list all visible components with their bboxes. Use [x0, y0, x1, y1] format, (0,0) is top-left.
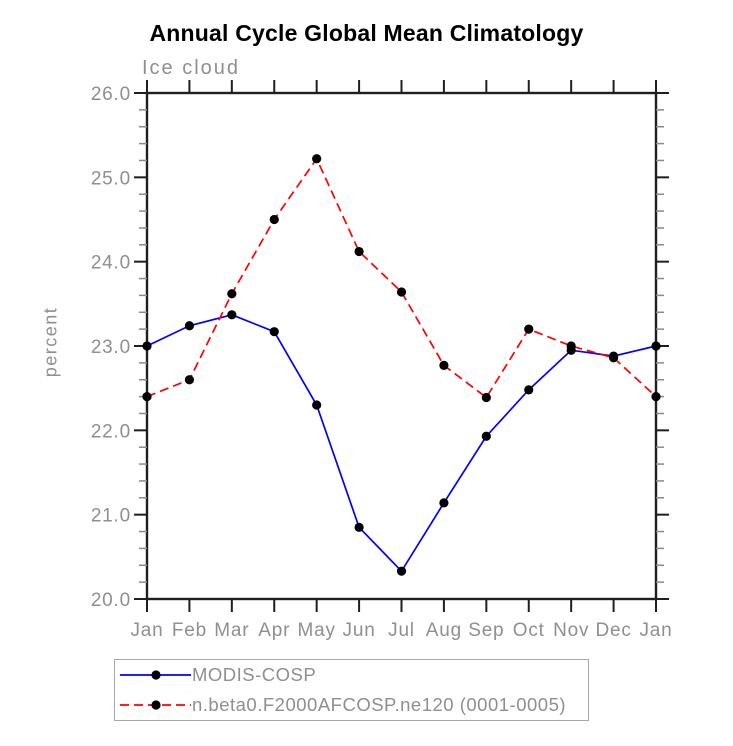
data-point-marker — [439, 360, 449, 370]
x-axis-tick-label: Apr — [258, 620, 290, 641]
data-point-marker — [312, 400, 322, 410]
x-axis-tick-label: May — [298, 620, 336, 641]
data-point-marker — [524, 385, 534, 395]
legend-line-sample-dashed — [120, 700, 191, 710]
data-point-marker — [142, 341, 152, 351]
legend-label: n.beta0.F2000AFCOSP.ne120 (0001-0005) — [192, 694, 567, 715]
data-point-marker — [227, 310, 237, 320]
data-point-marker — [439, 498, 449, 508]
x-axis-tick-label: Sep — [468, 620, 504, 641]
data-point-marker — [227, 289, 237, 299]
x-axis-tick-label: Dec — [595, 620, 631, 641]
x-axis-tick-label: Feb — [172, 620, 207, 641]
y-axis-tick-label: 20.0 — [91, 590, 131, 611]
axis-box — [145, 91, 658, 601]
chart-title: Annual Cycle Global Mean Climatology — [149, 20, 584, 46]
y-axis-tick-label: 25.0 — [91, 168, 131, 189]
x-axis-tick-label: Aug — [426, 620, 462, 641]
legend-marker — [151, 670, 161, 680]
data-point-marker — [608, 353, 619, 363]
data-point-marker — [354, 522, 364, 532]
data-point-marker — [184, 375, 195, 385]
data-point-marker — [184, 321, 195, 331]
legend-item-modis-cosp: MODIS-COSP — [120, 660, 588, 690]
legend-item-model: n.beta0.F2000AFCOSP.ne120 (0001-0005) — [120, 690, 588, 720]
y-axis-tick-label: 26.0 — [91, 84, 131, 105]
y-axis-tick-label: 23.0 — [91, 337, 131, 358]
legend-marker — [151, 700, 161, 710]
series-line-dashed — [146, 157, 657, 399]
data-point-marker — [651, 341, 661, 351]
legend-line-sample-solid — [120, 670, 191, 680]
data-point-marker — [269, 214, 279, 225]
chart-subtitle: Ice cloud — [142, 57, 241, 79]
x-axis-tick-label: Oct — [513, 620, 545, 641]
data-point-marker — [142, 392, 152, 402]
data-point-marker — [481, 392, 491, 403]
data-point-marker — [566, 341, 576, 351]
data-point-marker — [396, 566, 407, 576]
y-axis-tick-label: 24.0 — [91, 253, 131, 274]
data-point-marker — [651, 392, 661, 402]
data-point-marker — [524, 324, 534, 334]
x-axis-tick-label: Nov — [553, 620, 589, 641]
x-axis-tick-label: Jan — [639, 620, 672, 641]
data-point-marker — [269, 327, 279, 337]
legend-box: MODIS-COSP n.beta0.F2000AFCOSP.ne120 (00… — [114, 659, 589, 721]
x-axis-tick-label: Jan — [130, 620, 163, 641]
x-axis-tick-label: Jun — [343, 620, 376, 641]
data-point-marker — [312, 154, 322, 164]
data-point-marker — [396, 287, 407, 297]
x-axis-tick-label: Jul — [388, 620, 415, 641]
y-axis-tick-label: 21.0 — [91, 506, 131, 527]
x-axis-tick-label: Mar — [214, 620, 249, 641]
data-point-marker — [354, 246, 364, 257]
y-axis-tick-label: 22.0 — [91, 421, 131, 442]
y-axis-label: percent — [40, 306, 61, 378]
legend-label: MODIS-COSP — [192, 664, 317, 685]
data-point-marker — [481, 431, 491, 441]
series-line-solid — [146, 313, 657, 573]
